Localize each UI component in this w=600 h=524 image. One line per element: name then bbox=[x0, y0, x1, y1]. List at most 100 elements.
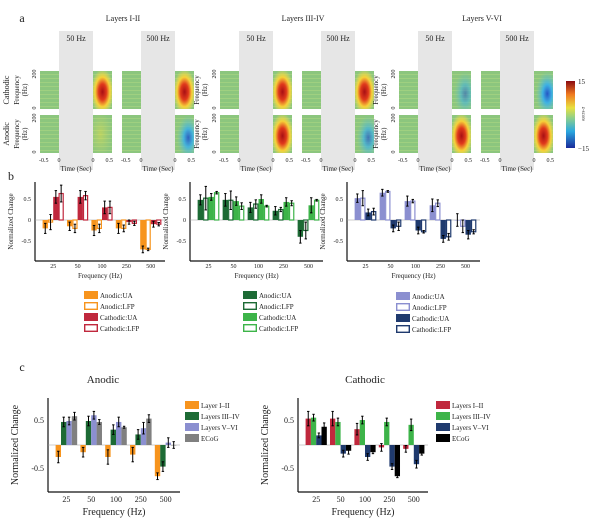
bar-ecog-25 bbox=[71, 416, 78, 445]
x-tick-label: 25 bbox=[206, 264, 212, 270]
y-tick-label: 200 bbox=[212, 70, 218, 79]
stimulus-artifact-mask bbox=[500, 31, 534, 170]
y-tick-label: 0.5 bbox=[284, 416, 294, 425]
bar-anodic-lfp-500 bbox=[145, 219, 151, 250]
x-axis-label: Frequency (Hz) bbox=[391, 272, 436, 280]
x-axis-label: Frequency (Hz) bbox=[331, 507, 394, 518]
legend-label: Anodic:UA bbox=[412, 293, 445, 301]
pre-stimulus-spectrogram bbox=[399, 71, 418, 109]
bar-cathodic-ua-25 bbox=[208, 196, 214, 220]
y-axis-label: (Hz) bbox=[380, 127, 388, 140]
legend: Layers I–II Layers III–IV Layers V–VI ECoG bbox=[436, 401, 491, 443]
bar-cathodic-ua-250 bbox=[440, 220, 446, 239]
bar-layers-iii-iv-100 bbox=[359, 420, 365, 445]
bar-cathodic-ua-100 bbox=[258, 199, 264, 220]
y-tick-label: 0 bbox=[28, 218, 31, 224]
group-title: Layers I-II bbox=[106, 14, 141, 23]
bar-layers-v-vi-250 bbox=[140, 428, 147, 445]
panel-label-a: a bbox=[19, 11, 25, 25]
colorbar-label: z-score bbox=[580, 107, 585, 122]
legend-label: Anodic:UA bbox=[259, 292, 292, 300]
legend-label: Cathodic:UA bbox=[259, 314, 296, 322]
bar-cathodic-ua-250 bbox=[283, 201, 289, 220]
legend-label: ECoG bbox=[201, 435, 219, 443]
x-axis-label: Time (Sec) bbox=[60, 165, 92, 173]
stimulation-frequency-label: 500 Hz bbox=[146, 34, 170, 43]
time-tick-label: 0 bbox=[320, 158, 323, 164]
x-axis-label: Frequency (Hz) bbox=[78, 272, 123, 280]
bar-ecog-50 bbox=[96, 421, 102, 445]
legend-swatch bbox=[242, 302, 257, 311]
y-tick-label: -0.5 bbox=[177, 239, 187, 245]
pre-stimulus-spectrogram bbox=[481, 71, 500, 109]
bar-anodic-ua-25 bbox=[197, 199, 204, 220]
y-axis-label: Frequency bbox=[193, 75, 201, 105]
pre-stimulus-spectrogram bbox=[220, 115, 239, 153]
time-tick-label: 0.5 bbox=[188, 158, 196, 164]
legend-label: Cathodic:UA bbox=[100, 314, 137, 322]
spectrogram-response bbox=[273, 71, 292, 109]
y-axis-label: Frequency bbox=[13, 119, 21, 149]
time-tick-label: 0.5 bbox=[106, 158, 114, 164]
x-tick-label: 500 bbox=[160, 495, 172, 504]
time-tick-label: -0.5 bbox=[39, 158, 49, 164]
x-tick-label: 25 bbox=[62, 495, 70, 504]
y-axis-label: Frequency bbox=[372, 75, 380, 105]
stimulus-artifact-mask bbox=[59, 31, 93, 170]
bar-cathodic-ua-50 bbox=[77, 196, 83, 220]
legend-swatch bbox=[84, 291, 98, 299]
stimulation-frequency-label: 50 Hz bbox=[66, 34, 86, 43]
x-tick-label: 500 bbox=[146, 264, 155, 270]
bar-layers-iii-iv-500 bbox=[160, 445, 166, 467]
time-tick-label: 0 bbox=[92, 158, 95, 164]
legend-label: Layers V–VI bbox=[201, 424, 238, 432]
y-tick-label: -0.5 bbox=[281, 464, 294, 473]
legend-swatch bbox=[185, 412, 199, 420]
legend-swatch bbox=[185, 434, 199, 442]
legend-label: Layer I–II bbox=[201, 402, 230, 410]
bar-anodic-ua-500 bbox=[140, 220, 146, 250]
bar-ecog-250 bbox=[146, 418, 152, 445]
spectrogram-response bbox=[93, 115, 112, 153]
spectrogram-response bbox=[452, 115, 471, 153]
legend-swatch bbox=[243, 291, 257, 299]
bar-cathodic-lfp-100 bbox=[420, 219, 427, 233]
y-axis-label: Frequency bbox=[13, 75, 21, 105]
pre-stimulus-spectrogram bbox=[220, 71, 239, 109]
legend-label: Layers V–VI bbox=[452, 424, 489, 432]
bar-anodic-ua-500 bbox=[297, 220, 304, 237]
pre-stimulus-spectrogram bbox=[122, 115, 141, 153]
legend-swatch bbox=[185, 401, 199, 409]
x-tick-label: 100 bbox=[110, 495, 122, 504]
y-axis-label: Normalized Change bbox=[260, 404, 271, 485]
y-tick-label: 0.5 bbox=[24, 197, 32, 203]
legend: Anodic:UA Anodic:LFP Cathodic:UA Cathodic:L… bbox=[242, 291, 298, 333]
y-tick-label: 200 bbox=[391, 70, 397, 79]
y-tick-label: -0.5 bbox=[31, 464, 44, 473]
legend-swatch bbox=[396, 325, 411, 334]
y-axis-label: Normalized Change bbox=[10, 404, 21, 485]
bar-ecog-100 bbox=[121, 427, 127, 445]
legend-swatch bbox=[436, 401, 450, 409]
legend-swatch bbox=[436, 434, 450, 442]
colorbar bbox=[566, 81, 575, 148]
colorbar-min-label: −15 bbox=[578, 145, 589, 153]
x-axis-label: Frequency (Hz) bbox=[82, 507, 145, 518]
bar-cathodic-ua-500 bbox=[465, 220, 471, 235]
bar-anodic-ua-50 bbox=[222, 199, 229, 220]
time-tick-label: -0.5 bbox=[398, 158, 408, 164]
bar-anodic-lfp-50 bbox=[385, 190, 391, 221]
legend-swatch bbox=[436, 423, 450, 431]
bar-layers-v-vi-500 bbox=[413, 445, 420, 465]
stimulation-frequency-label: 500 Hz bbox=[326, 34, 350, 43]
time-tick-label: -0.5 bbox=[480, 158, 490, 164]
legend-swatch bbox=[83, 324, 98, 333]
legend-swatch bbox=[83, 302, 98, 311]
x-axis-label: Time (Sec) bbox=[240, 165, 272, 173]
time-tick-label: 0 bbox=[417, 158, 420, 164]
stimulus-artifact-mask bbox=[239, 31, 273, 170]
y-axis-label: Frequency bbox=[193, 119, 201, 149]
bar-layers-v-vi-100 bbox=[365, 445, 371, 457]
time-tick-label: 0.5 bbox=[286, 158, 294, 164]
x-tick-label: 100 bbox=[411, 264, 420, 270]
